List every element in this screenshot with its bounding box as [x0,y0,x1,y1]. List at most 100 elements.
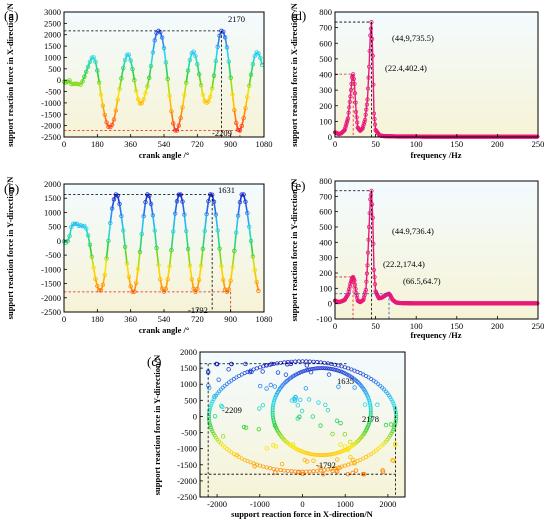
series-segment [89,57,93,63]
data-point [299,408,305,414]
spectrum-point [345,118,350,123]
spectrum-point [370,215,375,220]
y-axis-label-d: support reaction force in X-direction /N [289,2,299,147]
data-point [141,97,146,102]
data-point [158,30,163,35]
spectrum-segment [372,55,375,114]
trajectory-point [331,367,336,372]
spectrum-point [353,286,358,291]
data-point [318,465,323,470]
data-point [352,385,357,390]
trajectory-point [390,399,395,404]
data-point [383,422,389,428]
data-point [295,403,301,408]
spectrum-point [371,111,377,116]
y-tick-label: 200 [319,268,332,278]
series-segment [172,213,176,232]
data-point [275,370,281,375]
y-tick-label: 1500 [44,41,61,51]
data-point [91,265,96,270]
data-point [172,211,178,216]
data-point [143,91,148,96]
data-point [165,277,170,282]
data-point [182,212,187,217]
data-point [256,51,261,56]
trajectory-point [308,451,313,456]
data-point [196,277,202,283]
series-segment [135,90,139,100]
data-point [80,79,85,84]
trajectory-point [392,423,397,428]
data-point [304,459,310,464]
data-point [206,199,211,204]
y-tick-label: 1500 [44,193,61,203]
data-point [139,231,144,237]
y-tick-label: 500 [319,222,332,232]
trajectory-point [300,469,305,474]
series-segment [216,230,221,249]
series-segment [213,60,217,76]
data-point [87,242,93,247]
series-segment [109,208,113,224]
series-segment [137,252,141,270]
trajectory-point [208,405,213,410]
series-segment [124,246,128,264]
data-point [342,432,348,437]
spectrum-point [345,292,351,297]
trajectory-point [390,429,395,434]
trajectory-point [322,360,327,365]
trajectory-point [306,367,311,372]
series-segment [168,95,173,112]
trajectory-point [289,469,294,474]
data-point [232,248,237,254]
trajectory-point [338,369,343,374]
spectrum-point [372,282,378,287]
data-point [213,212,219,217]
trajectory-point [306,451,311,456]
data-point [241,424,247,430]
series-segment [103,114,108,123]
series-segment [252,55,256,65]
data-point [69,224,74,230]
data-point [121,65,126,71]
spectrum-point [365,86,371,91]
trajectory-point [211,397,216,402]
spectrum-point [366,75,371,80]
y-axis-label-b: support reaction force in Y-direction /N [5,176,15,320]
x-tick-label: 1080 [256,139,273,149]
data-point [391,458,396,463]
x-tick-label: 720 [191,314,204,324]
data-point [128,58,133,63]
spectrum-point [368,33,373,38]
data-point [248,238,254,244]
trajectory-point [293,359,298,364]
spectrum-point [372,122,378,127]
trajectory-point [207,414,211,419]
data-point [388,422,394,427]
series-segment [172,123,176,131]
data-point [362,402,368,407]
x-tick-label: 250 [532,139,545,149]
chart-b: 0 180 360 540 720 900 1080 -2500 -2000 -1500 -1000… [4,176,273,335]
data-point [150,50,156,55]
data-point [254,279,259,285]
data-point [380,469,386,474]
data-point [100,103,106,108]
data-point [283,372,289,377]
data-point [148,201,154,207]
x-tick-label: 0 [333,321,337,331]
spectrum-point [370,36,375,42]
trajectory-point [207,410,212,415]
data-point [174,198,180,204]
y-tick-label: 1000 [44,207,61,217]
data-point [163,60,169,65]
spectrum-segment [353,83,357,113]
data-point [343,444,348,449]
series-segment [229,267,234,281]
data-point [228,278,233,283]
trajectory-point [299,449,304,454]
data-point [141,214,146,219]
y-tick-label: 800 [319,176,332,186]
data-point [100,282,106,288]
series-segment [218,248,223,267]
